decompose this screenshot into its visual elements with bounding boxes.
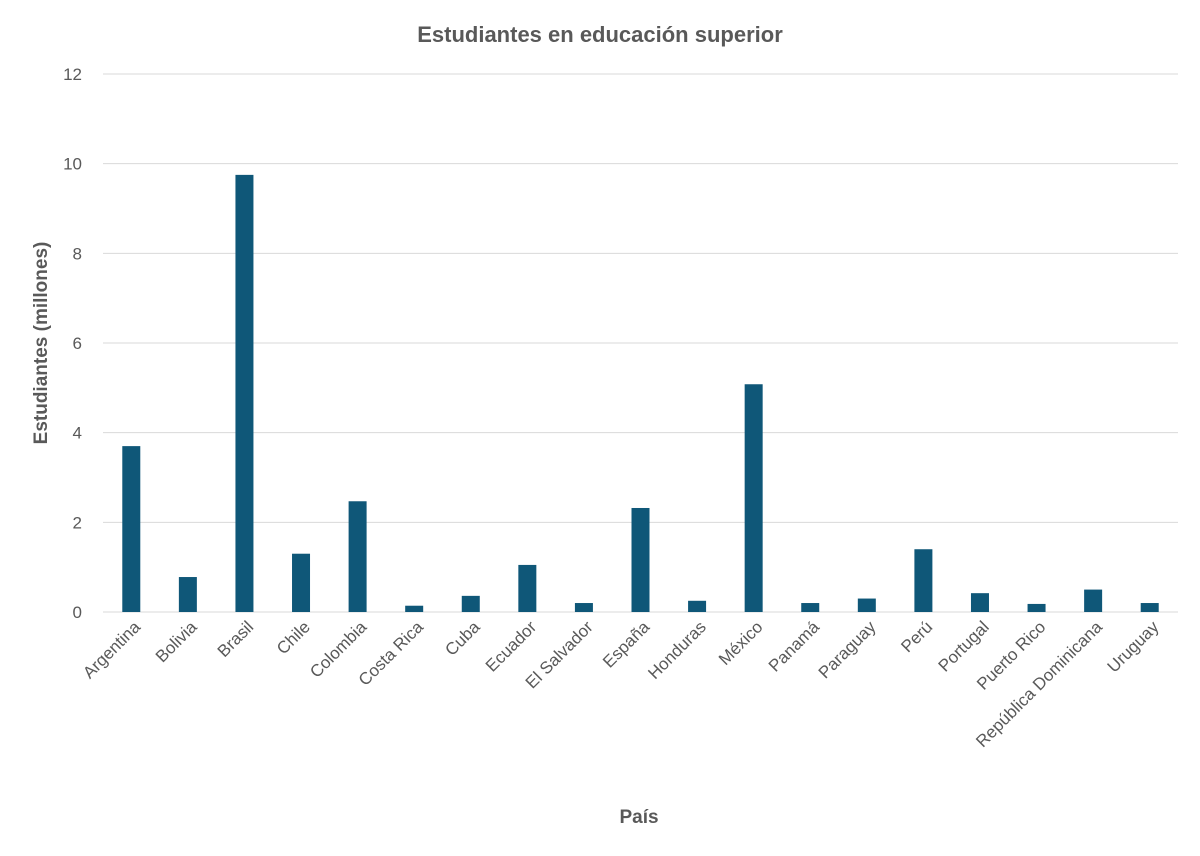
bar (914, 549, 933, 612)
bar (1027, 603, 1046, 612)
bar (348, 501, 367, 612)
y-tick-label: 4 (73, 424, 82, 443)
bar (405, 605, 424, 612)
gridlines (103, 73, 1178, 613)
bar (292, 553, 311, 612)
x-tick-label: Ecuador (482, 617, 540, 675)
y-tick-label: 8 (73, 244, 82, 263)
x-tick-label: Cuba (441, 617, 484, 660)
x-axis-title: País (619, 807, 658, 828)
y-tick-label: 10 (63, 155, 82, 174)
y-axis-ticks: 0 2 4 6 8 10 12 (63, 65, 82, 622)
bar (631, 507, 650, 612)
x-tick-label: Chile (273, 617, 314, 658)
bar (688, 600, 707, 612)
bar (178, 577, 197, 612)
y-tick-label: 12 (63, 65, 82, 84)
x-tick-label: Brasil (214, 617, 257, 660)
bar (1140, 603, 1159, 612)
y-axis-title: Estudiantes (millones) (31, 242, 52, 445)
x-tick-label: Argentina (79, 617, 144, 682)
chart-title: Estudiantes en educación superior (417, 22, 783, 47)
bar (235, 174, 254, 612)
bar (122, 446, 141, 612)
y-tick-label: 2 (73, 513, 82, 532)
bar (1084, 589, 1103, 612)
x-tick-label: Perú (897, 617, 936, 656)
y-tick-label: 0 (73, 603, 82, 622)
bar (801, 603, 820, 612)
x-tick-label: Uruguay (1104, 617, 1163, 676)
y-tick-label: 6 (73, 334, 82, 353)
x-tick-label: Portugal (935, 617, 993, 675)
x-tick-label: España (599, 617, 654, 672)
x-tick-label: Honduras (644, 617, 710, 683)
bar (461, 595, 480, 612)
bars (122, 174, 1159, 612)
x-tick-label: Bolivia (152, 617, 201, 666)
bar (518, 564, 537, 612)
bar (744, 384, 763, 612)
x-tick-label: Panamá (765, 617, 824, 676)
x-axis-ticks: Argentina Bolivia Brasil ChileColombiaCosta… (79, 617, 1163, 751)
bar (574, 603, 593, 612)
x-tick-label: Paraguay (815, 617, 880, 682)
bar (970, 593, 989, 612)
x-tick-label: México (715, 617, 767, 669)
bar (857, 598, 876, 612)
